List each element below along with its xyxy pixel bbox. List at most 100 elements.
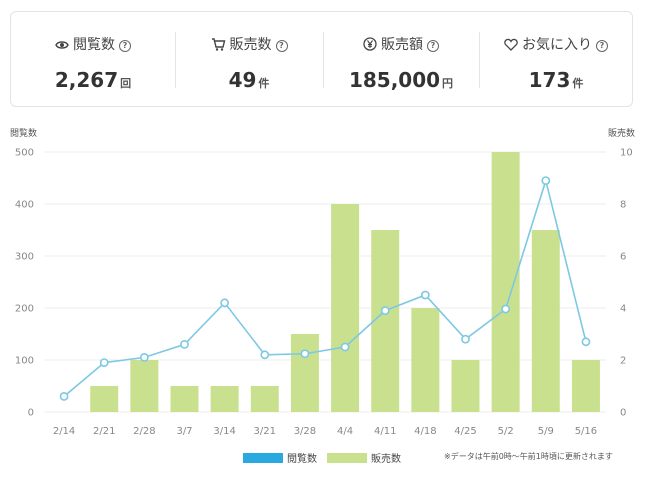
y-tick-right: 4 — [620, 304, 626, 315]
stat-sales-count-label: 販売数 — [229, 37, 272, 53]
bar — [491, 152, 520, 412]
x-tick: 4/25 — [454, 426, 476, 437]
stat-views-unit: 回 — [120, 77, 132, 90]
stat-sales-count-header: 販売数? — [175, 34, 323, 55]
bar — [571, 360, 600, 412]
x-tick: 4/18 — [414, 426, 436, 437]
bar — [331, 204, 360, 412]
data-point — [300, 349, 310, 359]
series-line — [63, 177, 587, 398]
legend-label-sales: 販売数 — [371, 454, 401, 465]
y-tick-left: 100 — [15, 356, 34, 367]
help-icon[interactable]: ? — [427, 40, 439, 52]
x-tick: 5/16 — [575, 426, 597, 437]
bar — [371, 230, 400, 412]
help-icon[interactable]: ? — [596, 40, 608, 52]
y-tick-left: 0 — [28, 408, 34, 419]
x-tick: 5/9 — [538, 426, 554, 437]
stat-sales-count-value: 49 件 — [175, 68, 323, 92]
combo-chart: 0 100 200 300 400 500 0 2 4 6 8 10 2/14 2/21 2/28 3/7 3/… — [15, 148, 633, 438]
data-point — [340, 342, 350, 352]
y-tick-left: 300 — [15, 252, 34, 263]
legend-item-sales[interactable]: 販売数 — [327, 450, 401, 465]
help-icon[interactable]: ? — [119, 40, 131, 52]
stat-sales-amount-label: 販売額 — [381, 37, 423, 53]
stat-sales-amount-unit: 円 — [442, 77, 454, 90]
bar — [170, 386, 199, 412]
data-point — [59, 391, 69, 401]
y-tick-left: 500 — [15, 148, 34, 159]
stat-views-header: 閲覧数? — [11, 34, 175, 55]
divider — [175, 32, 176, 88]
stat-favorites-number: 173 — [528, 68, 571, 92]
divider — [479, 32, 480, 88]
x-tick: 5/2 — [498, 426, 514, 437]
y-tick-right: 8 — [620, 200, 626, 211]
stat-favorites-value: 173 件 — [479, 68, 633, 92]
legend-swatch-sales — [327, 453, 367, 463]
data-point — [541, 176, 551, 185]
y-tick-right: 10 — [620, 148, 633, 159]
y-tick-right: 2 — [620, 356, 626, 367]
bar — [250, 386, 279, 412]
y-tick-right: 0 — [620, 408, 626, 419]
yen-icon — [363, 37, 377, 55]
stat-views-value: 2,267 回 — [11, 68, 175, 92]
stat-sales-count-number: 49 — [228, 68, 257, 92]
data-point — [99, 358, 109, 367]
stat-sales-amount-header: 販売額? — [323, 34, 479, 55]
stat-sales-amount-number: 185,000 — [348, 68, 441, 92]
x-tick: 2/21 — [93, 426, 115, 437]
x-tick: 3/14 — [213, 426, 235, 437]
data-point — [461, 334, 470, 344]
x-tick: 3/21 — [254, 426, 276, 437]
data-point — [139, 352, 149, 362]
legend-label-views: 閲覧数 — [287, 454, 317, 465]
data-point — [380, 306, 390, 315]
stat-favorites-unit: 件 — [572, 77, 584, 90]
x-tick: 2/28 — [133, 426, 155, 437]
divider — [323, 32, 324, 88]
help-icon[interactable]: ? — [275, 40, 288, 52]
y-tick-left: 200 — [15, 304, 34, 315]
heart-icon — [504, 38, 518, 55]
data-point — [420, 290, 430, 300]
x-tick: 4/11 — [374, 426, 396, 437]
bar — [411, 308, 440, 412]
y-tick-right: 6 — [620, 252, 626, 263]
data-point — [220, 298, 230, 308]
legend-item-views[interactable]: 閲覧数 — [243, 450, 317, 465]
stat-views-label: 閲覧数 — [73, 37, 115, 53]
stat-views: 閲覧数? 2,267 回 — [11, 12, 175, 106]
bar — [210, 386, 239, 412]
stat-sales-amount-value: 185,000 円 — [323, 68, 479, 92]
bar — [290, 334, 319, 412]
data-point — [581, 337, 591, 347]
stat-favorites-header: お気に入り? — [479, 34, 633, 55]
bar — [531, 230, 560, 412]
bar — [90, 386, 119, 412]
data-point — [180, 339, 189, 349]
y-axis-right-title: 販売数 — [608, 129, 636, 139]
stat-sales-amount: 販売額? 185,000 円 — [323, 12, 479, 106]
stat-views-number: 2,267 — [54, 68, 119, 92]
legend-swatch-views — [243, 453, 283, 463]
bar — [451, 360, 480, 412]
stats-card: 閲覧数? 2,267 回 販売数? 49 件 販売額? 185,000 円 — [10, 11, 633, 107]
stat-sales-count-unit: 件 — [258, 77, 270, 90]
data-point — [501, 304, 511, 314]
bar — [130, 360, 159, 412]
y-tick-left: 400 — [15, 200, 34, 211]
x-tick: 3/28 — [294, 426, 316, 437]
stat-favorites-label: お気に入り — [522, 37, 592, 53]
x-tick: 4/4 — [337, 426, 353, 437]
x-tick: 2/14 — [53, 426, 75, 437]
data-point — [260, 350, 270, 360]
eye-icon — [55, 39, 69, 55]
cart-icon — [211, 38, 226, 55]
x-tick: 3/7 — [176, 426, 192, 437]
update-note: ※データは午前0時～午前1時頃に更新されます — [444, 452, 613, 461]
y-axis-left-title: 閲覧数 — [10, 129, 38, 139]
stat-sales-count: 販売数? 49 件 — [175, 12, 323, 106]
stat-favorites: お気に入り? 173 件 — [479, 12, 633, 106]
